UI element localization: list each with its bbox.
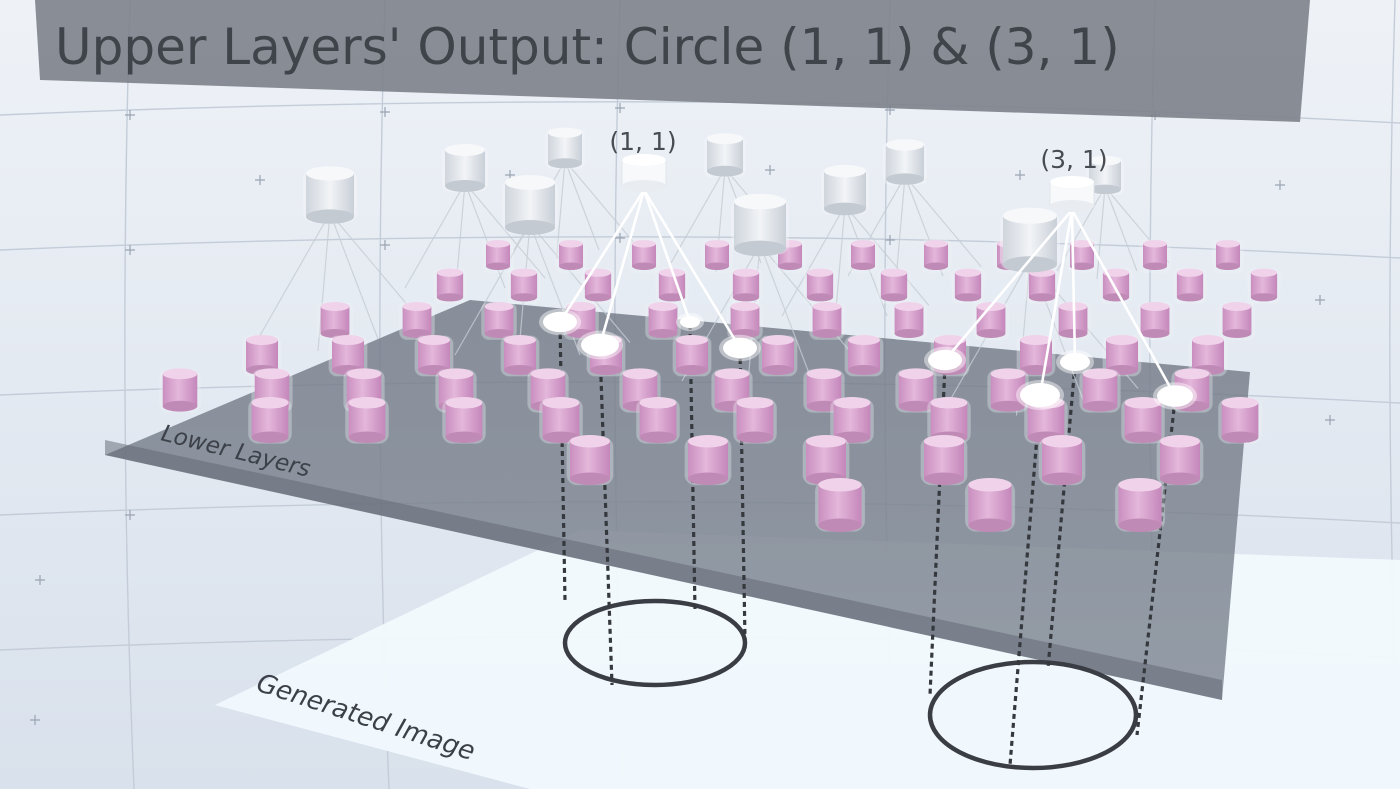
neuron <box>878 269 910 304</box>
neuron <box>629 240 659 273</box>
neuron <box>815 478 864 532</box>
neuron <box>434 269 466 304</box>
neuron <box>1039 435 1085 485</box>
neuron <box>483 240 513 273</box>
neuron <box>804 269 836 304</box>
neuron <box>848 240 878 273</box>
neuron <box>730 269 762 304</box>
neuron <box>734 397 777 443</box>
neuron <box>892 302 927 340</box>
neuron <box>582 269 614 304</box>
neuron <box>637 397 680 443</box>
diagram-title: Upper Layers' Output: Circle (1, 1) & (3… <box>55 18 1120 76</box>
neuron <box>685 435 731 485</box>
neuron <box>249 397 292 443</box>
neuron <box>921 240 951 273</box>
upper-node <box>545 128 585 170</box>
upper-node <box>502 175 558 235</box>
neuron <box>443 397 486 443</box>
neuron <box>160 368 201 412</box>
neuron <box>318 302 353 340</box>
neuron <box>567 435 613 485</box>
neuron <box>921 435 967 485</box>
neuron <box>673 335 711 376</box>
neuron <box>702 240 732 273</box>
neuron <box>1026 269 1058 304</box>
neuron <box>1140 240 1170 273</box>
upper-node <box>1000 208 1060 273</box>
upper-node <box>731 194 789 256</box>
neuron <box>965 478 1014 532</box>
neuron <box>1080 368 1121 412</box>
upper-node <box>883 139 927 185</box>
neuron <box>1248 269 1280 304</box>
neuron <box>810 302 845 340</box>
neuron <box>508 269 540 304</box>
neuron <box>845 335 883 376</box>
upper-node <box>442 144 488 192</box>
upper-node <box>704 133 746 177</box>
neuron <box>952 269 984 304</box>
neuron <box>1213 240 1243 273</box>
neuron <box>1174 269 1206 304</box>
neuron <box>556 240 586 273</box>
neuron <box>1138 302 1173 340</box>
neuron <box>803 435 849 485</box>
neuron <box>1219 397 1262 443</box>
upper-node <box>821 165 869 215</box>
neuron <box>400 302 435 340</box>
active-node-a-label: (1, 1) <box>609 127 676 156</box>
neuron <box>1157 435 1203 485</box>
neuron <box>540 397 583 443</box>
neuron <box>646 302 681 340</box>
neuron <box>482 302 517 340</box>
active-node-b-label: (3, 1) <box>1040 145 1107 174</box>
neuron <box>346 397 389 443</box>
neuron <box>1115 478 1164 532</box>
neuron <box>759 335 797 376</box>
neuron <box>1100 269 1132 304</box>
upper-node <box>303 166 357 224</box>
neuron <box>1220 302 1255 340</box>
